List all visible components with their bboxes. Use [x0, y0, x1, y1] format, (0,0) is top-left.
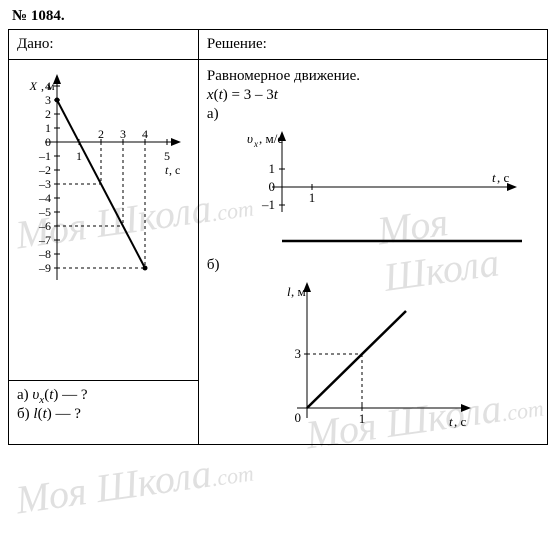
question-b: б) l(t) — ? [17, 406, 190, 423]
svg-text:, с: , с [497, 170, 510, 185]
svg-text:–8: –8 [38, 247, 51, 261]
svg-text:4: 4 [142, 127, 148, 141]
given-chart: X , м 4 3 2 1 0 –1 –2 –3 –4 –5 –6 –7 –8 … [17, 70, 190, 300]
svg-text:0: 0 [45, 135, 51, 149]
svg-text:0: 0 [294, 410, 301, 425]
given-chart-cell: X , м 4 3 2 1 0 –1 –2 –3 –4 –5 –6 –7 –8 … [9, 60, 199, 381]
svg-text:, с: , с [454, 414, 467, 429]
svg-text:1: 1 [268, 161, 275, 176]
svg-text:0: 0 [268, 179, 275, 194]
problem-table: Дано: Решение: X , м 4 3 [8, 29, 548, 445]
svg-text:3: 3 [294, 346, 301, 361]
part-b-label: б) [207, 257, 539, 274]
svg-text:, м/с: , м/с [259, 131, 283, 146]
svg-text:1: 1 [309, 190, 316, 205]
velocity-chart: υx, м/с 1 0 –1 1 t, с [207, 127, 539, 247]
svg-text:X: X [29, 79, 38, 93]
given-header: Дано: [17, 36, 54, 52]
svg-text:2: 2 [98, 127, 104, 141]
svg-text:2: 2 [45, 107, 51, 121]
solution-header: Решение: [207, 36, 267, 52]
svg-text:1: 1 [359, 411, 366, 426]
motion-type: Равномерное движение. [207, 68, 539, 85]
svg-text:–1: –1 [38, 149, 51, 163]
svg-text:3: 3 [45, 93, 51, 107]
svg-text:t: t [492, 170, 496, 185]
svg-text:–5: –5 [38, 205, 51, 219]
svg-text:4: 4 [45, 79, 51, 93]
part-a-label: а) [207, 106, 539, 123]
svg-text:5: 5 [164, 149, 170, 163]
questions-cell: а) υx(t) — ? б) l(t) — ? [9, 381, 199, 445]
svg-text:–7: –7 [38, 233, 51, 247]
problem-number: № 1084. [12, 8, 550, 25]
svg-text:–1: –1 [261, 197, 275, 212]
question-a: а) υx(t) — ? [17, 387, 190, 406]
svg-text:3: 3 [120, 127, 126, 141]
given-header-cell: Дано: [9, 30, 199, 60]
svg-text:–3: –3 [38, 177, 51, 191]
svg-text:–2: –2 [38, 163, 51, 177]
svg-text:–6: –6 [38, 219, 51, 233]
distance-chart: l, м 3 1 0 t, с [257, 278, 539, 438]
svg-text:t: t [449, 414, 453, 429]
svg-text:υ: υ [247, 131, 253, 146]
equation: x(t) = 3 – 3t [207, 87, 539, 104]
solution-header-cell: Решение: [198, 30, 547, 60]
svg-text:, м: , м [291, 284, 306, 299]
svg-text:, с: , с [169, 163, 180, 177]
svg-text:–4: –4 [38, 191, 51, 205]
watermark: Моя Школа.com [13, 444, 256, 524]
svg-text:–9: –9 [38, 261, 51, 275]
svg-text:1: 1 [45, 121, 51, 135]
svg-text:1: 1 [76, 149, 82, 163]
svg-text:x: x [253, 139, 258, 149]
solution-cell: Равномерное движение. x(t) = 3 – 3t а) υ… [198, 60, 547, 445]
